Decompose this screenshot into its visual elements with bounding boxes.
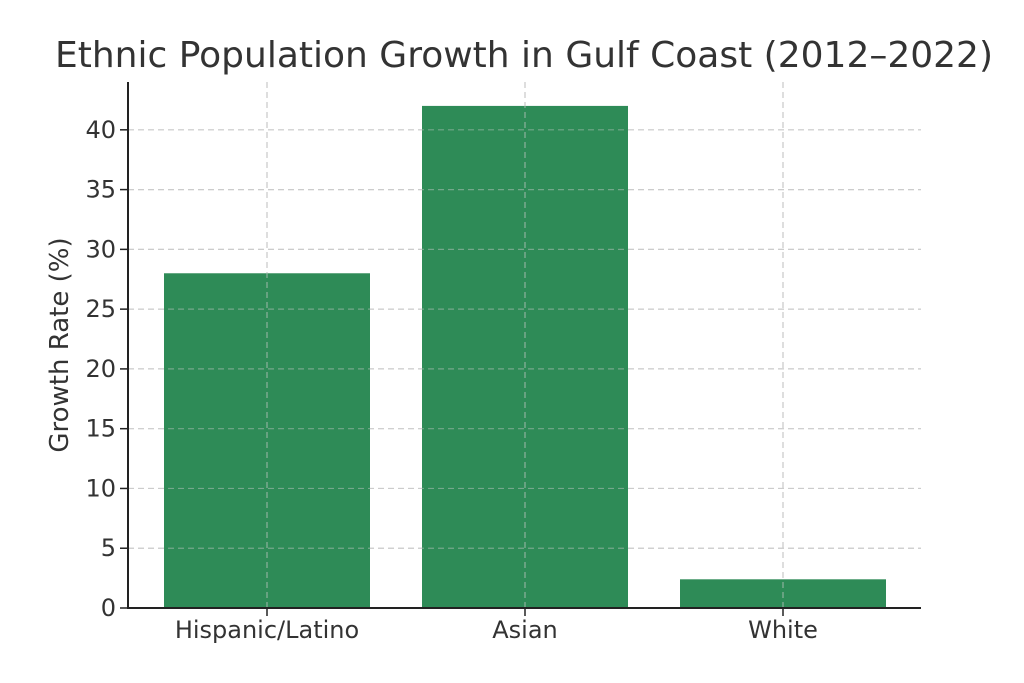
chart-title: Ethnic Population Growth in Gulf Coast (… <box>55 35 993 76</box>
y-tick-label: 20 <box>85 355 116 383</box>
y-tick-label: 10 <box>85 474 116 502</box>
x-tick-labels: Hispanic/Latino Asian White <box>175 608 818 644</box>
y-tick-label: 15 <box>85 415 116 443</box>
y-tick-label: 5 <box>101 534 116 562</box>
bars <box>128 82 921 608</box>
y-tick-labels: 0 5 10 15 20 25 30 35 40 <box>85 116 128 622</box>
y-tick-label: 0 <box>101 594 116 622</box>
x-tick-label: Asian <box>492 616 558 644</box>
y-tick-label: 35 <box>85 176 116 204</box>
y-tick-label: 25 <box>85 295 116 323</box>
axes <box>127 82 921 609</box>
x-tick-label: Hispanic/Latino <box>175 616 359 644</box>
y-axis-label: Growth Rate (%) <box>45 237 75 452</box>
x-tick-label: White <box>748 616 818 644</box>
y-tick-label: 40 <box>85 116 116 144</box>
y-tick-label: 30 <box>85 235 116 263</box>
